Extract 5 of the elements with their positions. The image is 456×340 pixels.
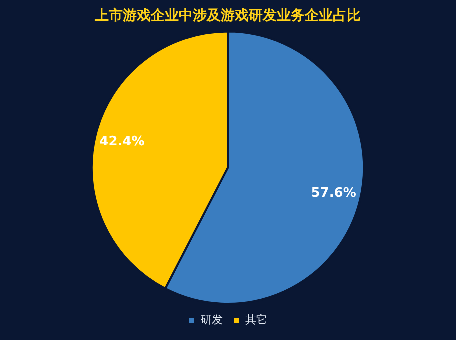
data-label: 42.4% [100,134,145,150]
chart-title: 上市游戏企业中涉及游戏研发业务企业占比 [94,7,361,24]
legend-label: 研发 [201,313,223,326]
legend-label: 其它 [246,313,268,326]
data-label: 57.6% [311,186,356,202]
